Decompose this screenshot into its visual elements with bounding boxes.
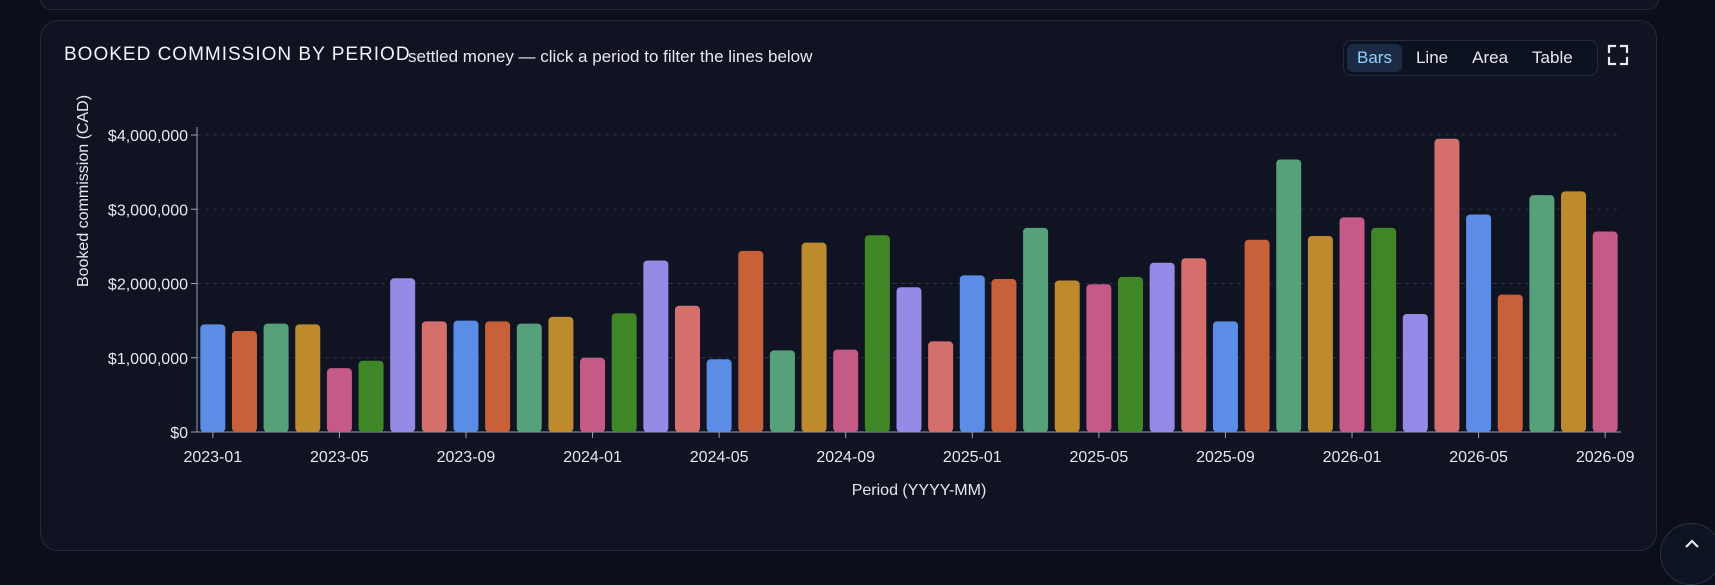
view-bars-button[interactable]: Bars: [1347, 44, 1402, 72]
bar-2024-03[interactable]: [643, 260, 669, 432]
bar-2024-08[interactable]: [801, 242, 827, 432]
bar-2025-04[interactable]: [1054, 280, 1080, 432]
x-tick-label: 2024-01: [563, 449, 622, 466]
bar-2023-02[interactable]: [231, 331, 257, 432]
fullscreen-button[interactable]: [1607, 44, 1631, 68]
bar-chart: $0 $1,000,000 $2,000,000 $3,000,000 $4,000,0…: [75, 95, 1635, 499]
fullscreen-icon: [1607, 44, 1629, 66]
x-tick-label: 2026-01: [1323, 449, 1382, 466]
bar-2026-03[interactable]: [1402, 313, 1428, 432]
bar-2024-05[interactable]: [706, 359, 732, 432]
bar-2023-07[interactable]: [390, 278, 416, 432]
previous-card: [40, 0, 1659, 10]
bar-2024-07[interactable]: [769, 350, 795, 432]
x-tick-label: 2023-09: [437, 449, 496, 466]
view-area-button[interactable]: Area: [1472, 48, 1509, 67]
chart-subtitle: settled money — click a period to filter…: [408, 47, 813, 66]
bar-2024-09[interactable]: [833, 349, 859, 432]
bar-2025-11[interactable]: [1276, 159, 1302, 432]
x-tick-label: 2023-05: [310, 449, 369, 466]
bar-2026-01[interactable]: [1339, 217, 1365, 432]
x-tick-label: 2026-09: [1576, 449, 1635, 466]
chart-title: BOOKED COMMISSION BY PERIOD: [64, 44, 411, 65]
y-tick-label: $1,000,000: [108, 351, 188, 368]
y-tick-label: $4,000,000: [108, 128, 188, 145]
bar-2024-01[interactable]: [580, 357, 606, 432]
chevron-up-icon: [1685, 539, 1699, 548]
bar-2025-02[interactable]: [991, 279, 1017, 432]
bar-2026-08[interactable]: [1561, 191, 1587, 432]
bar-2026-07[interactable]: [1529, 195, 1555, 432]
bar-2024-06[interactable]: [738, 250, 764, 432]
bar-2025-03[interactable]: [1023, 227, 1049, 432]
bar-2023-08[interactable]: [421, 321, 447, 432]
bar-2024-04[interactable]: [674, 305, 700, 432]
bar-2023-01[interactable]: [200, 324, 226, 432]
bar-2026-09[interactable]: [1592, 231, 1618, 432]
y-tick-label: $3,000,000: [108, 202, 188, 219]
bar-2023-03[interactable]: [263, 323, 289, 432]
view-line-button[interactable]: Line: [1415, 48, 1449, 67]
x-tick-label: 2025-05: [1070, 449, 1129, 466]
bar-2025-08[interactable]: [1181, 258, 1207, 432]
bar-2026-06[interactable]: [1497, 294, 1523, 432]
bar-2023-04[interactable]: [295, 324, 321, 432]
bar-2026-04[interactable]: [1434, 138, 1460, 432]
scroll-top-button[interactable]: [1660, 523, 1715, 585]
y-tick-label: $0: [170, 425, 188, 442]
bar-2023-11[interactable]: [516, 323, 542, 432]
x-tick-label: 2024-05: [690, 449, 749, 466]
bar-2026-05[interactable]: [1466, 214, 1492, 432]
bar-2025-07[interactable]: [1149, 262, 1175, 432]
bar-2023-12[interactable]: [548, 316, 574, 432]
x-axis-label: Period (YYYY-MM): [852, 482, 987, 499]
bar-2025-06[interactable]: [1118, 276, 1144, 432]
view-toggle: Bars Line Area Table: [1343, 40, 1598, 76]
bar-2023-10[interactable]: [485, 321, 511, 432]
commission-chart-card: BOOKED COMMISSION BY PERIOD settled mone…: [40, 20, 1657, 551]
x-tick-label: 2024-09: [816, 449, 875, 466]
x-tick-label: 2023-01: [183, 449, 242, 466]
bar-2023-09[interactable]: [453, 320, 479, 432]
bar-2025-09[interactable]: [1212, 321, 1238, 432]
x-tick-label: 2025-01: [943, 449, 1002, 466]
x-tick-label: 2025-09: [1196, 449, 1255, 466]
bar-2026-02[interactable]: [1371, 227, 1397, 432]
bar-2025-10[interactable]: [1244, 239, 1270, 432]
bar-2025-05[interactable]: [1086, 284, 1112, 432]
bar-2023-05[interactable]: [326, 368, 352, 432]
view-table-button[interactable]: Table: [1532, 48, 1573, 67]
bar-2024-10[interactable]: [864, 235, 890, 432]
bar-2025-01[interactable]: [959, 275, 985, 432]
x-tick-label: 2026-05: [1449, 449, 1508, 466]
bar-2024-02[interactable]: [611, 313, 637, 432]
bar-2023-06[interactable]: [358, 360, 384, 432]
y-axis-label: Booked commission (CAD): [75, 95, 92, 287]
bar-2025-12[interactable]: [1307, 235, 1333, 432]
y-tick-label: $2,000,000: [108, 277, 188, 294]
bar-2024-11[interactable]: [896, 287, 922, 432]
bar-2024-12[interactable]: [928, 341, 954, 432]
